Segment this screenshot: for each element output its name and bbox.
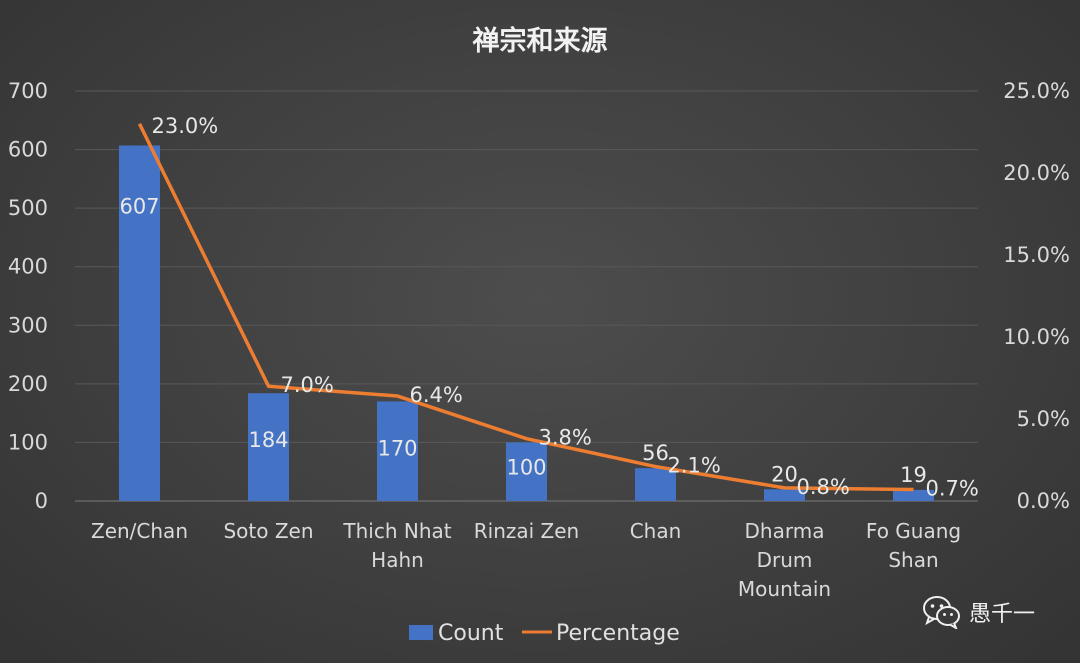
gridlines xyxy=(75,90,978,502)
category-label: Chan xyxy=(630,519,682,543)
count-bar xyxy=(506,442,547,501)
count-data-label: 170 xyxy=(377,436,417,460)
percentage-data-label: 23.0% xyxy=(152,114,219,138)
left-tick-label: 500 xyxy=(8,196,48,220)
count-data-label: 607 xyxy=(119,194,159,218)
right-tick-label: 5.0% xyxy=(1017,407,1070,431)
right-tick-label: 25.0% xyxy=(1003,79,1070,103)
watermark-text: 愚千一 xyxy=(969,602,1036,627)
percentage-data-label: 2.1% xyxy=(668,454,721,478)
left-tick-label: 400 xyxy=(8,255,48,279)
left-tick-label: 0 xyxy=(35,489,48,513)
right-axis-ticks: 0.0% 5.0% 10.0% 15.0% 20.0% 25.0% xyxy=(1003,79,1070,513)
count-bars xyxy=(119,145,934,501)
percentage-data-label: 6.4% xyxy=(410,383,463,407)
legend-count-swatch xyxy=(409,625,433,640)
left-axis-ticks: 0 100 200 300 400 500 600 700 xyxy=(8,79,48,513)
legend-percentage-label: Percentage xyxy=(556,621,680,646)
count-data-label: 19 xyxy=(900,463,927,487)
left-tick-label: 200 xyxy=(8,372,48,396)
category-label: Zen/Chan xyxy=(91,519,188,543)
count-bar xyxy=(119,145,160,501)
category-labels: Zen/Chan Soto Zen Thich Nhat Hahn Rinzai Zen… xyxy=(91,519,961,601)
wechat-icon xyxy=(923,596,960,629)
right-tick-label: 15.0% xyxy=(1003,243,1070,267)
count-data-label: 184 xyxy=(248,428,288,452)
legend-count-label: Count xyxy=(438,621,504,646)
left-tick-label: 100 xyxy=(8,430,48,454)
count-bar xyxy=(635,468,676,501)
category-label: Dharma Drum Mountain xyxy=(738,519,831,601)
count-labels: 607 184 170 100 56 20 19 xyxy=(119,194,926,486)
right-tick-label: 20.0% xyxy=(1003,161,1070,185)
count-bar xyxy=(377,401,418,501)
count-data-label: 56 xyxy=(642,441,669,465)
percentage-data-label: 0.7% xyxy=(926,477,979,501)
count-data-label: 20 xyxy=(771,462,798,486)
left-tick-label: 700 xyxy=(8,79,48,103)
category-label: Fo Guang Shan xyxy=(866,519,961,572)
percentage-line-group xyxy=(137,123,914,492)
percentage-data-label: 3.8% xyxy=(539,426,592,450)
percentage-data-label: 0.8% xyxy=(797,475,850,499)
right-tick-label: 10.0% xyxy=(1003,325,1070,349)
right-tick-label: 0.0% xyxy=(1017,489,1070,513)
left-tick-label: 300 xyxy=(8,313,48,337)
percentage-line xyxy=(137,123,914,492)
category-label: Thich Nhat Hahn xyxy=(342,519,451,572)
count-bar xyxy=(893,489,934,501)
category-label: Soto Zen xyxy=(223,519,313,543)
count-data-label: 100 xyxy=(506,455,546,479)
count-bar xyxy=(248,393,289,501)
count-bar xyxy=(764,489,805,501)
left-tick-label: 600 xyxy=(8,138,48,162)
chart-title: 禅宗和来源 xyxy=(473,25,608,57)
watermark: 愚千一 xyxy=(923,594,1035,630)
legend: Count Percentage xyxy=(409,621,680,646)
category-label: Rinzai Zen xyxy=(474,519,579,543)
percentage-labels: 23.0% 7.0% 6.4% 3.8% 2.1% 0.8% 0.7% xyxy=(152,114,979,501)
percentage-data-label: 7.0% xyxy=(281,373,334,397)
